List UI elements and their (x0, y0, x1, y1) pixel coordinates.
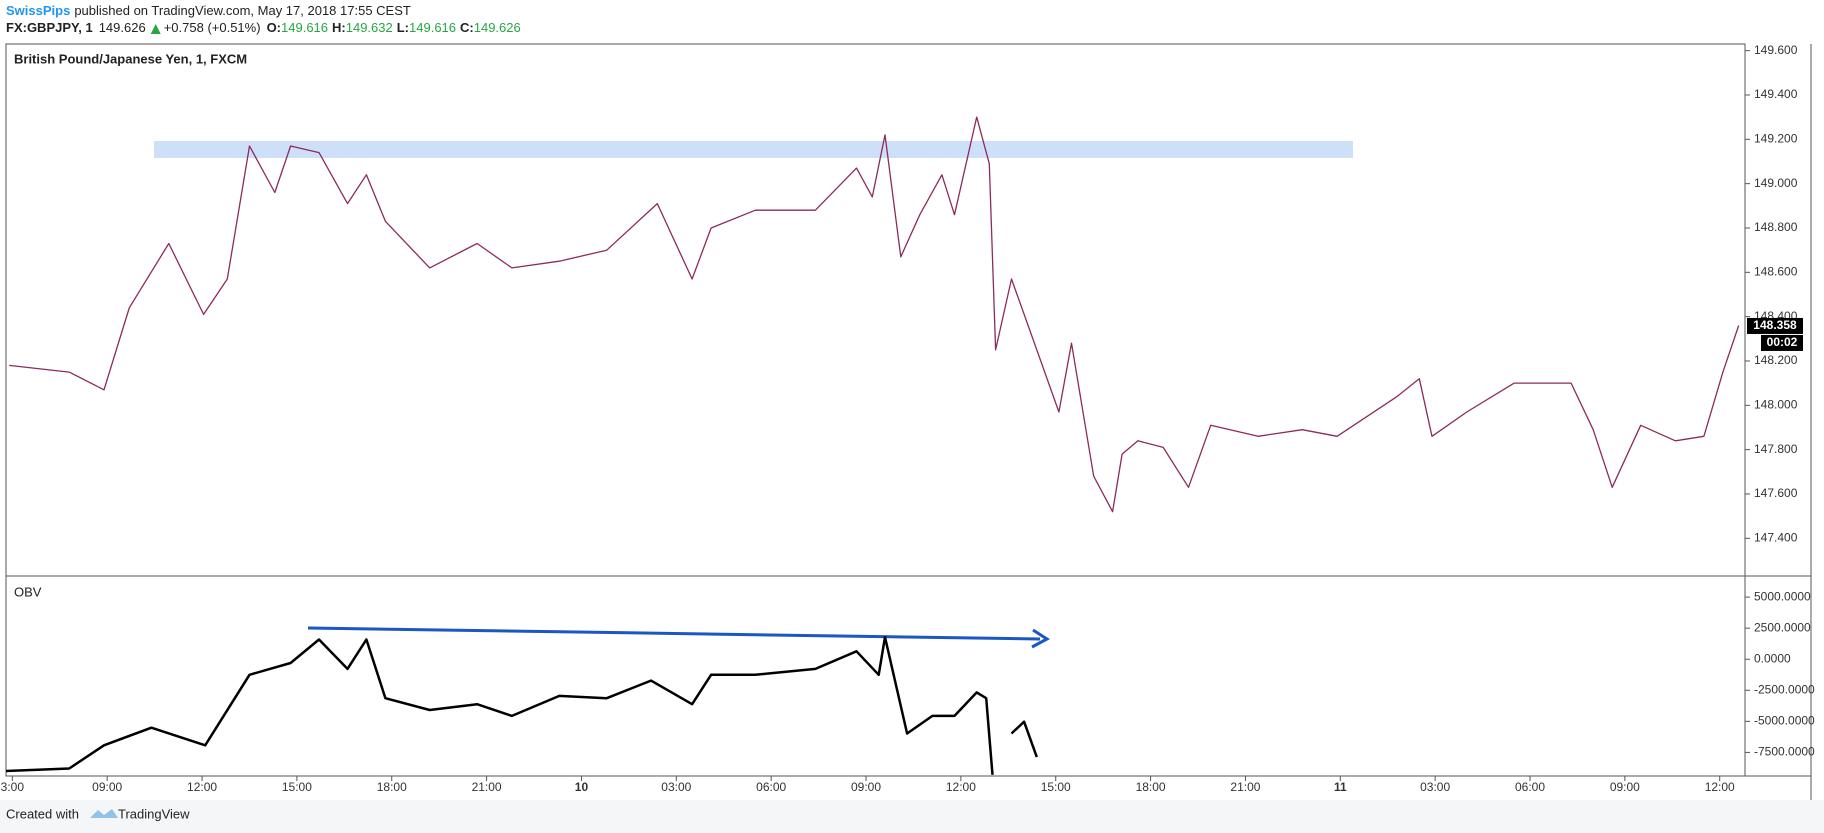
countdown-label: 00:02 (1767, 335, 1798, 349)
x-tick-label: 3:00 (1, 780, 25, 794)
x-tick-label: 15:00 (282, 780, 312, 794)
header-line: SwissPips published on TradingView.com, M… (6, 3, 411, 18)
x-tick-label: 06:00 (1515, 780, 1545, 794)
x-tick-label: 09:00 (92, 780, 122, 794)
symbol: FX:GBPJPY, 1 (6, 20, 93, 35)
y-tick-label: 149.400 (1754, 87, 1798, 101)
y-tick-label: 148.200 (1754, 353, 1798, 367)
footer-text: Created with (6, 806, 79, 821)
footer-brand[interactable]: TradingView (118, 806, 190, 821)
x-tick-label: 18:00 (1136, 780, 1166, 794)
x-tick-label: 03:00 (661, 780, 691, 794)
x-tick-label: 09:00 (1610, 780, 1640, 794)
y-tick-label: 147.600 (1754, 486, 1798, 500)
x-tick-label: 12:00 (187, 780, 217, 794)
y-tick-label: -7500.0000 (1754, 745, 1815, 759)
resistance-zone (154, 141, 1353, 158)
y-tick-label: 5000.0000 (1754, 589, 1811, 603)
y-tick-label: -5000.0000 (1754, 714, 1815, 728)
ohlc-label: C: (460, 20, 474, 35)
x-tick-label: 06:00 (756, 780, 786, 794)
arrow-head (1031, 628, 1050, 649)
last: 149.626 (99, 20, 146, 35)
ohlc-label: O: (267, 20, 281, 35)
y-tick-label: 149.000 (1754, 176, 1798, 190)
last-price-box (1747, 317, 1803, 334)
trend-arrow (307, 626, 1041, 641)
x-tick-label: 10 (575, 780, 589, 794)
quote-line: FX:GBPJPY, 1 149.626 +0.758 (+0.51%) O:149.… (6, 20, 521, 35)
ohlc-value: 149.616 (281, 20, 328, 35)
x-tick-label: 18:00 (377, 780, 407, 794)
ohlc-label: L: (397, 20, 409, 35)
y-tick-label: 2500.0000 (1754, 620, 1811, 634)
y-tick-label: -2500.0000 (1754, 682, 1815, 696)
series-line (9, 116, 1740, 513)
x-tick-label: 15:00 (1041, 780, 1071, 794)
y-tick-label: 0.0000 (1754, 651, 1791, 665)
series-line (5, 635, 1038, 775)
y-tick-label: 147.400 (1754, 530, 1798, 544)
pane-title: OBV (14, 584, 42, 599)
up-icon (150, 24, 161, 34)
x-tick-label: 21:00 (1230, 780, 1260, 794)
y-tick-label: 148.000 (1754, 397, 1798, 411)
y-tick-label: 149.200 (1754, 131, 1798, 145)
footer-bg (0, 800, 1824, 833)
x-tick-label: 12:00 (946, 780, 976, 794)
x-tick-label: 11 (1334, 780, 1347, 794)
x-tick-label: 03:00 (1420, 780, 1450, 794)
author[interactable]: SwissPips (6, 3, 70, 18)
ohlc-value: 149.626 (474, 20, 521, 35)
y-tick-label: 148.800 (1754, 220, 1798, 234)
x-tick-label: 12:00 (1705, 780, 1735, 794)
x-tick-label: 21:00 (472, 780, 502, 794)
logo (90, 809, 118, 818)
y-tick-label: 149.600 (1754, 43, 1798, 57)
ohlc-label: H: (332, 20, 346, 35)
y-tick-label: 148.600 (1754, 264, 1798, 278)
countdown-box (1761, 334, 1803, 351)
y-tick-label: 147.800 (1754, 442, 1798, 456)
last-price-label: 148.358 (1753, 318, 1797, 332)
x-tick-label: 09:00 (851, 780, 881, 794)
pane-title: British Pound/Japanese Yen, 1, FXCM (14, 51, 247, 66)
change: +0.758 (+0.51%) (164, 20, 261, 35)
ohlc-value: 149.616 (409, 20, 456, 35)
ohlc-value: 149.632 (346, 20, 393, 35)
published: published on TradingView.com, May 17, 20… (74, 3, 411, 18)
